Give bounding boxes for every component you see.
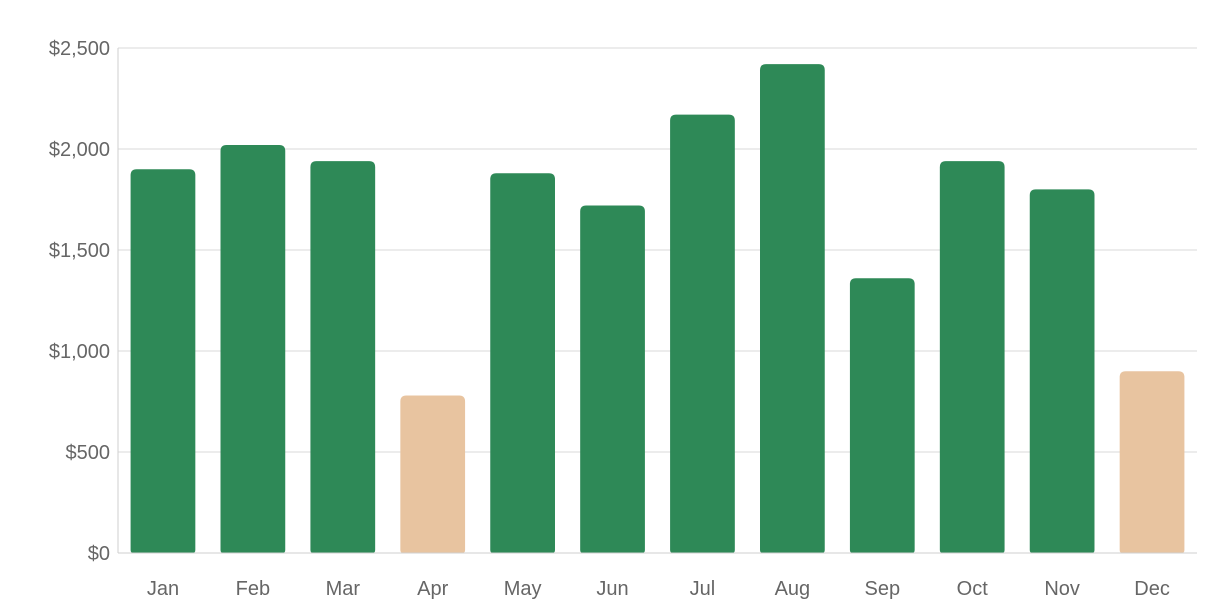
bar-jul bbox=[670, 114, 735, 553]
y-tick-label: $0 bbox=[88, 543, 110, 565]
bar-nov bbox=[1029, 189, 1095, 553]
bar-aug bbox=[760, 64, 825, 553]
x-tick-label: Jan bbox=[147, 578, 179, 600]
x-tick-label: Sep bbox=[864, 578, 900, 600]
x-tick-label: Jun bbox=[596, 578, 628, 600]
y-tick-label: $500 bbox=[66, 442, 111, 464]
x-axis: Jan Feb Mar Apr May Jun Jul Aug Sep Oct Nov Dec bbox=[118, 552, 1197, 600]
x-tick-label: May bbox=[504, 578, 542, 600]
bar-apr bbox=[400, 395, 466, 553]
x-tick-label: Feb bbox=[236, 578, 270, 600]
x-tick-label: Jul bbox=[690, 578, 716, 600]
x-tick-label: Oct bbox=[957, 578, 989, 600]
x-tick-label: Dec bbox=[1134, 578, 1170, 600]
y-tick-label: $1,000 bbox=[49, 341, 110, 363]
x-tick-label: Aug bbox=[775, 578, 811, 600]
bar-may bbox=[490, 173, 555, 554]
bar-jun bbox=[580, 205, 645, 553]
bars bbox=[130, 64, 1185, 554]
bar-jan bbox=[130, 169, 196, 553]
y-tick-label: $2,500 bbox=[49, 38, 110, 60]
bar-sep bbox=[849, 278, 915, 553]
gridlines bbox=[118, 47, 1197, 453]
bar-mar bbox=[310, 161, 376, 553]
y-tick-label: $2,000 bbox=[49, 139, 110, 161]
x-tick-label: Mar bbox=[326, 578, 361, 600]
x-tick-label: Nov bbox=[1044, 578, 1080, 600]
y-tick-label: $1,500 bbox=[49, 240, 110, 262]
bar-dec bbox=[1119, 371, 1185, 553]
bar-oct bbox=[939, 161, 1005, 553]
y-axis: $0 $500 $1,000 $1,500 $2,000 $2,500 bbox=[49, 38, 119, 565]
x-tick-label: Apr bbox=[417, 578, 448, 600]
bar-feb bbox=[220, 144, 286, 553]
